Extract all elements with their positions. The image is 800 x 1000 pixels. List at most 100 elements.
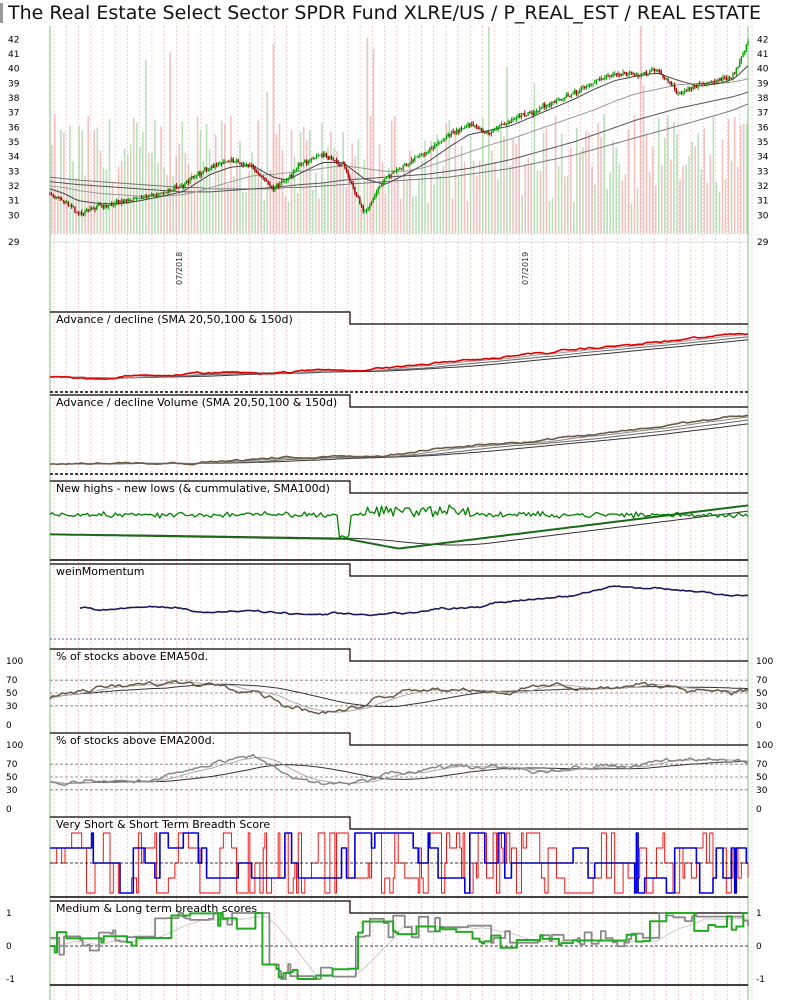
- ema-tick-left: 0: [6, 721, 12, 731]
- candle-body: [360, 203, 363, 206]
- candle-body: [407, 165, 409, 166]
- volume-bar: [500, 129, 502, 234]
- ema-tick-left: 50: [6, 689, 18, 699]
- volume-bar: [384, 193, 387, 234]
- candle-body: [364, 210, 366, 212]
- volume-bar: [536, 170, 539, 234]
- volume-bar: [603, 114, 605, 234]
- candle-body: [192, 176, 194, 178]
- date-labels: 07/2018 07/2019: [175, 252, 530, 285]
- volume-bar: [302, 126, 305, 234]
- candle-body: [555, 99, 558, 103]
- candle-body: [140, 197, 143, 199]
- volume-bar: [594, 184, 596, 234]
- candle-body: [150, 193, 153, 195]
- candle-body: [274, 187, 276, 190]
- volume-bar: [393, 115, 396, 234]
- price-tick-left: 31: [8, 197, 19, 207]
- candle-body: [55, 197, 58, 198]
- candle-body: [435, 143, 438, 145]
- candle-body: [329, 156, 331, 160]
- candle-body: [414, 157, 416, 161]
- price-tick-left: 32: [8, 182, 19, 192]
- volume-bar: [111, 181, 114, 234]
- ema50-panel: 100 100 70 70 50 50 30 30 0 0: [6, 657, 773, 731]
- candle-body: [107, 205, 110, 208]
- panel-header-wm: weinMomentum: [50, 563, 748, 578]
- sma-100-line: [49, 91, 749, 193]
- price-tick-right: 38: [757, 94, 769, 104]
- candle-body: [402, 165, 404, 169]
- candle-body: [450, 131, 453, 136]
- ml-tick-right: 0: [756, 942, 762, 952]
- candle-body: [630, 72, 633, 74]
- volume-bar: [518, 135, 520, 234]
- candle-body: [179, 186, 181, 188]
- volume-bar: [287, 201, 290, 234]
- volume-bar: [135, 122, 138, 234]
- candle-body: [530, 111, 533, 113]
- candle-body: [569, 96, 571, 98]
- volume-bar: [718, 191, 721, 234]
- candle-body: [469, 124, 471, 126]
- candle-body: [252, 164, 254, 168]
- volume-bar: [187, 164, 190, 234]
- volume-bar: [597, 122, 599, 234]
- price-panel: 42 42 41 41 40 40 39 39 38 38 37 37 36 36 35 35 34 34 33 33…: [8, 26, 769, 248]
- volume-bar: [363, 159, 366, 234]
- candle-body: [120, 200, 123, 204]
- candle-body: [644, 71, 646, 74]
- volume-bar: [491, 150, 493, 234]
- candle-body: [452, 131, 454, 132]
- sma-150-line: [49, 103, 749, 190]
- ema200-panel: 100 100 70 70 50 50 30 30 0 0: [6, 741, 773, 815]
- volume-bar: [682, 166, 684, 234]
- candle-body: [202, 170, 204, 174]
- candle-body: [85, 209, 88, 212]
- candle-body: [390, 173, 393, 177]
- candle-body: [372, 198, 374, 202]
- candle-body: [137, 197, 139, 199]
- volume-bar: [227, 183, 229, 234]
- candle-body: [135, 197, 138, 199]
- panel-title: % of stocks above EMA200d.: [56, 734, 215, 747]
- price-tick-right: 40: [757, 65, 769, 75]
- ema200-y-ticks: 100 100 70 70 50 50 30 30 0 0: [6, 741, 773, 815]
- volume-bar: [154, 119, 156, 234]
- candle-body: [570, 93, 573, 97]
- candle-body: [619, 74, 621, 76]
- candle-body: [189, 179, 191, 184]
- volume-bar: [160, 126, 162, 234]
- volume-bar: [284, 196, 287, 234]
- candle-body: [547, 104, 549, 106]
- candle-body: [212, 165, 214, 168]
- candle-body: [514, 119, 516, 120]
- candle-body: [92, 208, 95, 210]
- candle-body: [445, 136, 448, 139]
- panel-frame-line: [50, 394, 748, 408]
- candle-body: [70, 205, 73, 207]
- candle-body: [267, 181, 269, 184]
- volume-bar: [457, 176, 460, 234]
- candle-body: [385, 176, 388, 179]
- price-tick-right: 33: [757, 167, 768, 177]
- volume-bar: [742, 123, 745, 234]
- ema-tick-left: 0: [6, 805, 12, 815]
- volume-bar: [521, 195, 523, 234]
- ml-tick-left: 0: [6, 942, 12, 952]
- ema-tick-left: 100: [6, 741, 23, 751]
- candle-body: [565, 94, 568, 98]
- ad-panel: [49, 332, 749, 393]
- volume-bar: [524, 164, 527, 234]
- sma-20-line: [49, 65, 749, 205]
- candle-body: [405, 163, 408, 166]
- ema-tick-right: 50: [756, 689, 768, 699]
- volume-bar: [293, 156, 296, 234]
- volume-bar: [512, 139, 514, 234]
- candle-body: [534, 111, 536, 116]
- candle-body: [737, 66, 739, 68]
- volume-bar: [281, 150, 284, 234]
- volume-bar: [81, 130, 83, 234]
- candle-body: [575, 90, 578, 94]
- candle-body: [617, 73, 619, 75]
